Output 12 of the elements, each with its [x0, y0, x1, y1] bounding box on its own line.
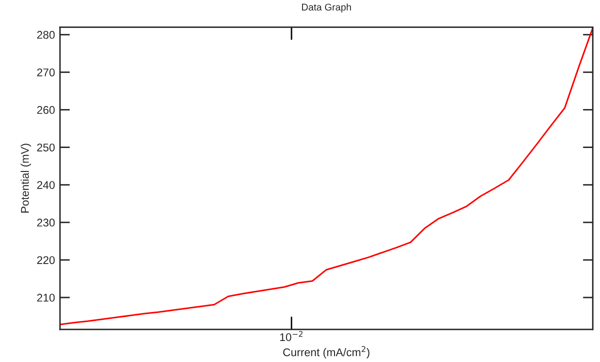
text: 10$^{−2}$: [280, 330, 302, 342]
chart-title: Data Graph: [302, 3, 351, 12]
y-tick-label: 250: [37, 144, 55, 152]
y-tick-label: 210: [37, 294, 55, 302]
y-axis-title: Potential (mV): [20, 144, 32, 213]
y-tick-label: 220: [37, 256, 55, 264]
y-tick-label: 270: [37, 68, 55, 76]
y-tick-label: 230: [37, 218, 55, 227]
y-tick-label: 240: [37, 181, 55, 189]
y-tick-label: 260: [37, 106, 55, 114]
x-axis-title: Current (mA/cm$^{2}$): [283, 346, 370, 358]
y-tick-label: 280: [37, 30, 55, 39]
